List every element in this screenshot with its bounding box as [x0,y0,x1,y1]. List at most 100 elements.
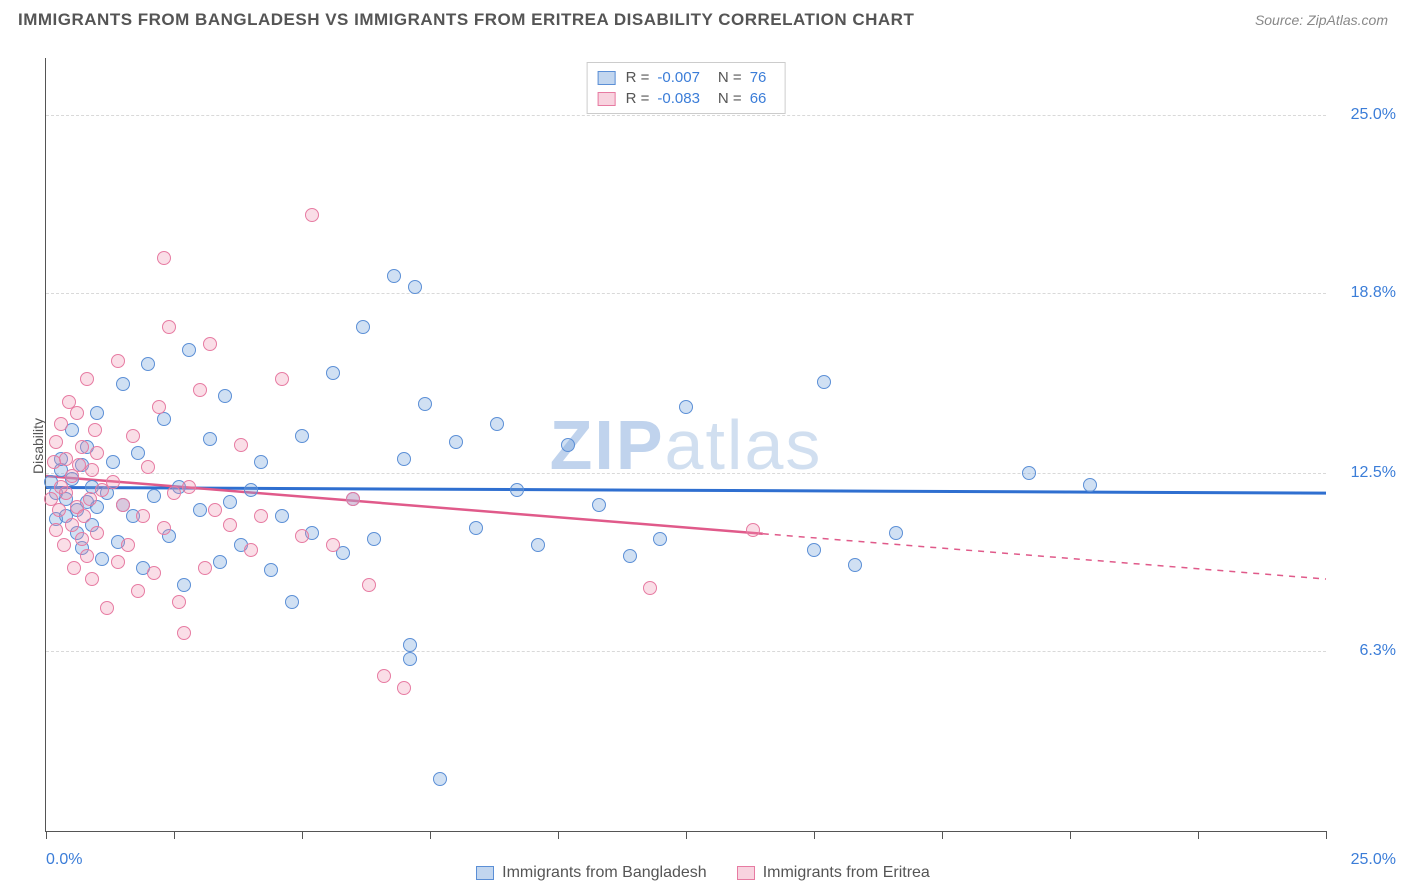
data-point [223,518,237,532]
data-point [70,406,84,420]
data-point [52,503,66,517]
data-point [403,652,417,666]
data-point [305,208,319,222]
data-point [67,561,81,575]
data-point [326,366,340,380]
data-point [116,498,130,512]
scatter-chart: ZIPatlas R =-0.007 N =76 R =-0.083 N =66… [45,58,1326,832]
data-point [83,492,97,506]
data-point [88,423,102,437]
data-point [1022,466,1036,480]
x-tick [46,831,47,839]
data-point [418,397,432,411]
data-point [49,523,63,537]
data-point [213,555,227,569]
data-point [234,438,248,452]
data-point [126,429,140,443]
data-point [85,572,99,586]
data-point [75,532,89,546]
source-attribution: Source: ZipAtlas.com [1255,12,1388,28]
data-point [561,438,575,452]
data-point [889,526,903,540]
correlation-legend: R =-0.007 N =76 R =-0.083 N =66 [587,62,786,114]
data-point [85,463,99,477]
data-point [75,440,89,454]
y-tick-label: 6.3% [1336,642,1396,660]
data-point [80,372,94,386]
data-point [1083,478,1097,492]
y-axis-label: Disability [30,418,46,474]
x-tick [686,831,687,839]
data-point [346,492,360,506]
data-point [295,429,309,443]
data-point [198,561,212,575]
data-point [203,337,217,351]
data-point [254,509,268,523]
x-tick [1326,831,1327,839]
data-point [275,372,289,386]
data-point [57,538,71,552]
data-point [90,406,104,420]
data-point [244,543,258,557]
data-point [817,375,831,389]
gridline [46,473,1326,474]
data-point [264,563,278,577]
data-point [59,486,73,500]
data-point [746,523,760,537]
data-point [367,532,381,546]
data-point [90,446,104,460]
data-point [408,280,422,294]
swatch-series2 [598,92,616,106]
swatch-series1 [598,71,616,85]
data-point [449,435,463,449]
data-point [182,480,196,494]
data-point [510,483,524,497]
data-point [285,595,299,609]
data-point [182,343,196,357]
data-point [111,555,125,569]
x-tick [558,831,559,839]
data-point [203,432,217,446]
data-point [403,638,417,652]
data-point [433,772,447,786]
data-point [111,354,125,368]
data-point [490,417,504,431]
data-point [65,518,79,532]
data-point [77,509,91,523]
data-point [172,595,186,609]
data-point [193,503,207,517]
x-tick [430,831,431,839]
x-tick [1198,831,1199,839]
data-point [90,526,104,540]
x-tick [1070,831,1071,839]
data-point [147,489,161,503]
y-tick-label: 25.0% [1336,106,1396,124]
data-point [397,452,411,466]
data-point [131,446,145,460]
data-point [116,377,130,391]
data-point [326,538,340,552]
data-point [592,498,606,512]
gridline [46,293,1326,294]
data-point [106,455,120,469]
x-tick [942,831,943,839]
data-point [208,503,222,517]
gridline [46,115,1326,116]
gridline [46,651,1326,652]
chart-title: IMMIGRANTS FROM BANGLADESH VS IMMIGRANTS… [18,10,914,30]
data-point [157,521,171,535]
data-point [848,558,862,572]
data-point [141,460,155,474]
data-point [807,543,821,557]
x-tick [174,831,175,839]
data-point [679,400,693,414]
data-point [193,383,207,397]
swatch-series1 [476,866,494,880]
data-point [623,549,637,563]
data-point [147,566,161,580]
data-point [131,584,145,598]
data-point [295,529,309,543]
data-point [254,455,268,469]
data-point [387,269,401,283]
legend-item-series1: Immigrants from Bangladesh [476,864,707,882]
